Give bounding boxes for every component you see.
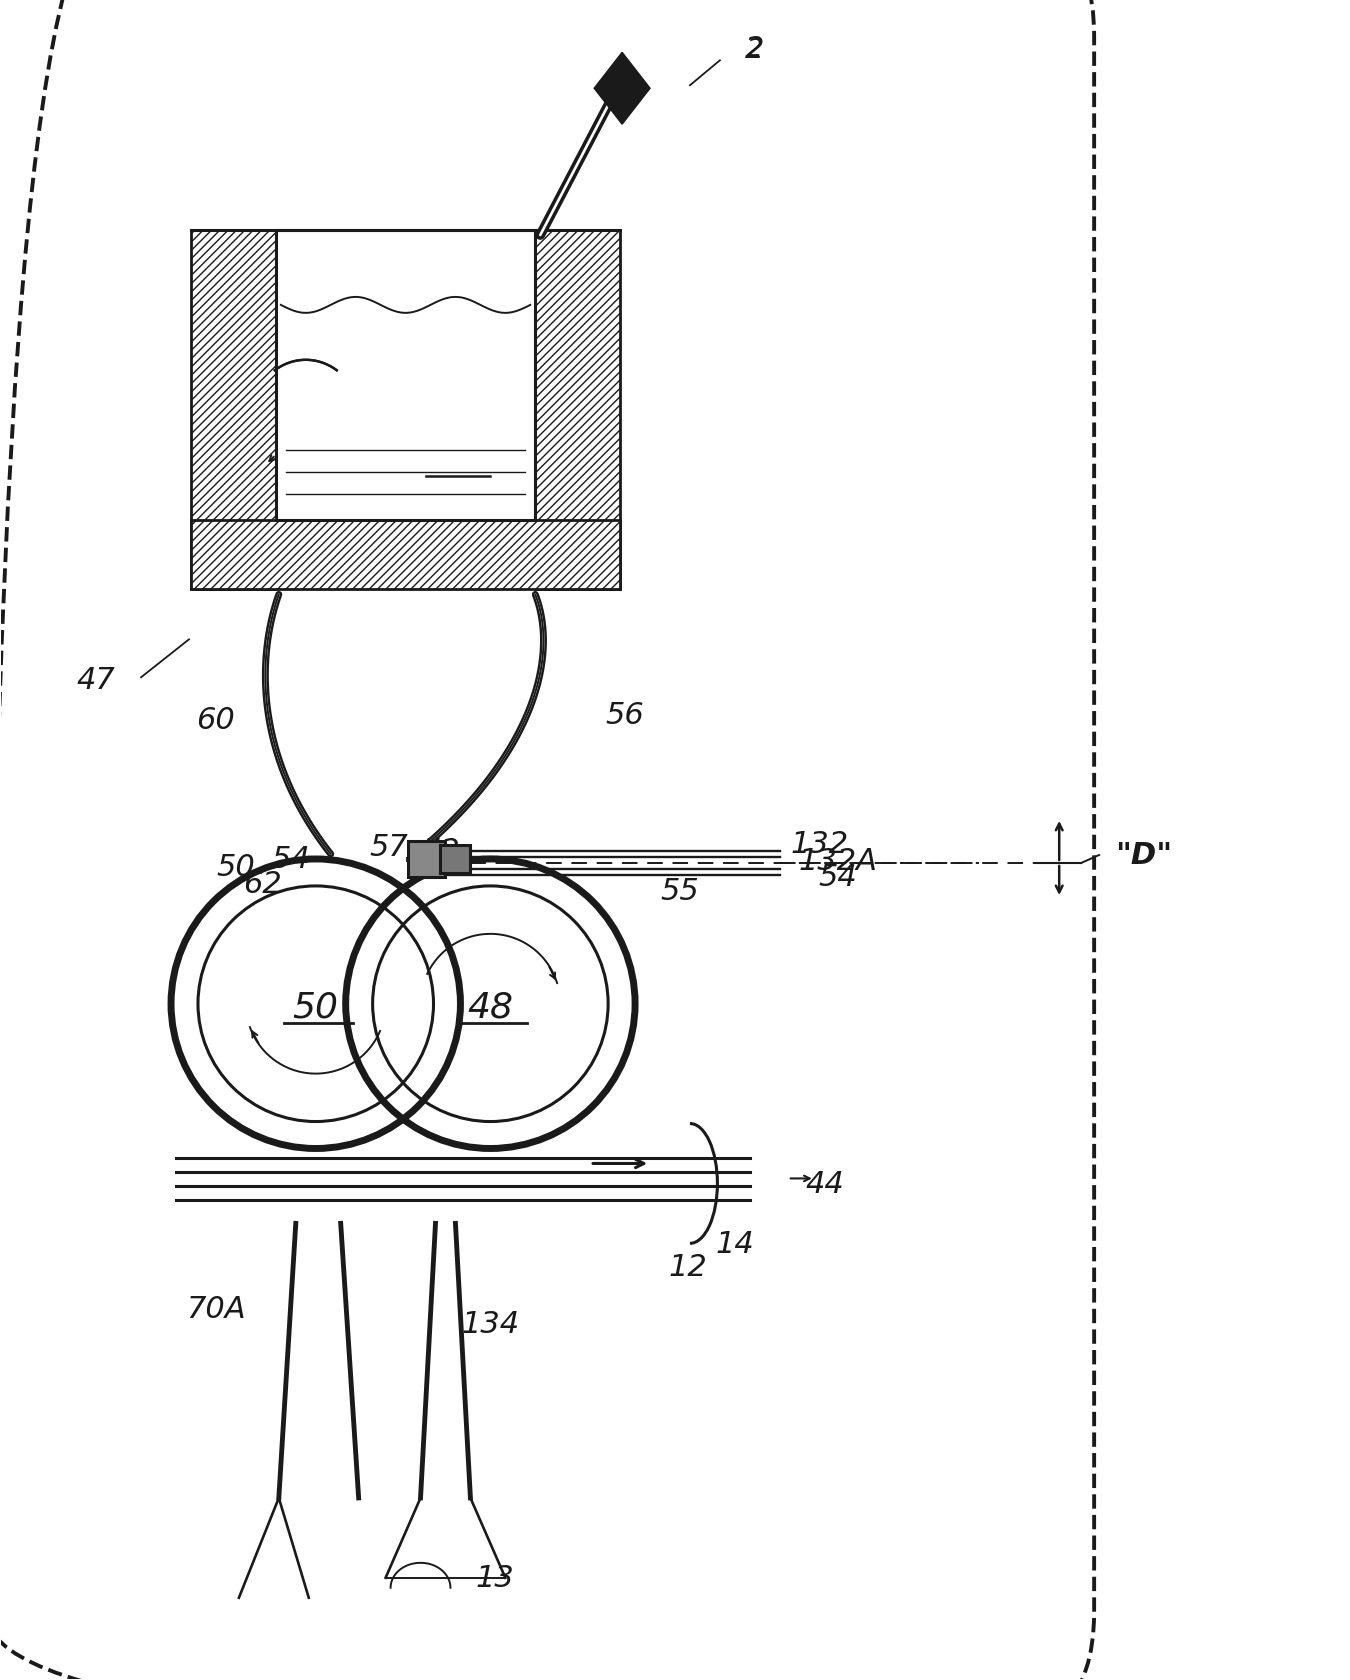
Text: 44: 44: [806, 1169, 844, 1198]
Text: 62: 62: [243, 870, 282, 899]
Text: 57: 57: [369, 833, 408, 862]
Text: 56: 56: [606, 701, 644, 729]
Text: 60: 60: [197, 706, 235, 734]
Text: 2: 2: [745, 35, 764, 64]
Text: 132A: 132A: [798, 847, 878, 875]
Text: 132: 132: [791, 830, 849, 858]
Bar: [190, 521, 620, 590]
Polygon shape: [594, 54, 651, 124]
Text: 70A: 70A: [186, 1294, 246, 1322]
Bar: [408, 842, 446, 877]
Bar: [190, 230, 275, 590]
Text: 54: 54: [271, 845, 310, 874]
Bar: [190, 521, 620, 590]
Bar: [275, 230, 536, 521]
Text: "D": "D": [1115, 842, 1173, 870]
Text: 50: 50: [293, 990, 339, 1025]
Text: 54: 54: [818, 864, 857, 892]
Text: 134: 134: [462, 1309, 520, 1337]
Circle shape: [171, 860, 460, 1149]
Text: 52: 52: [421, 837, 460, 865]
Text: 13: 13: [477, 1564, 514, 1593]
Text: 12: 12: [668, 1252, 707, 1282]
Text: 2: 2: [747, 37, 763, 60]
Bar: [190, 230, 275, 590]
Text: 48: 48: [467, 990, 513, 1025]
Bar: [440, 845, 470, 874]
Text: 50: 50: [216, 853, 255, 882]
Text: 46: 46: [435, 444, 477, 477]
Bar: [536, 230, 620, 590]
Bar: [536, 230, 620, 590]
Text: 47: 47: [77, 665, 116, 694]
Text: 14: 14: [716, 1230, 755, 1258]
Circle shape: [346, 860, 634, 1149]
Text: 55: 55: [660, 877, 699, 906]
